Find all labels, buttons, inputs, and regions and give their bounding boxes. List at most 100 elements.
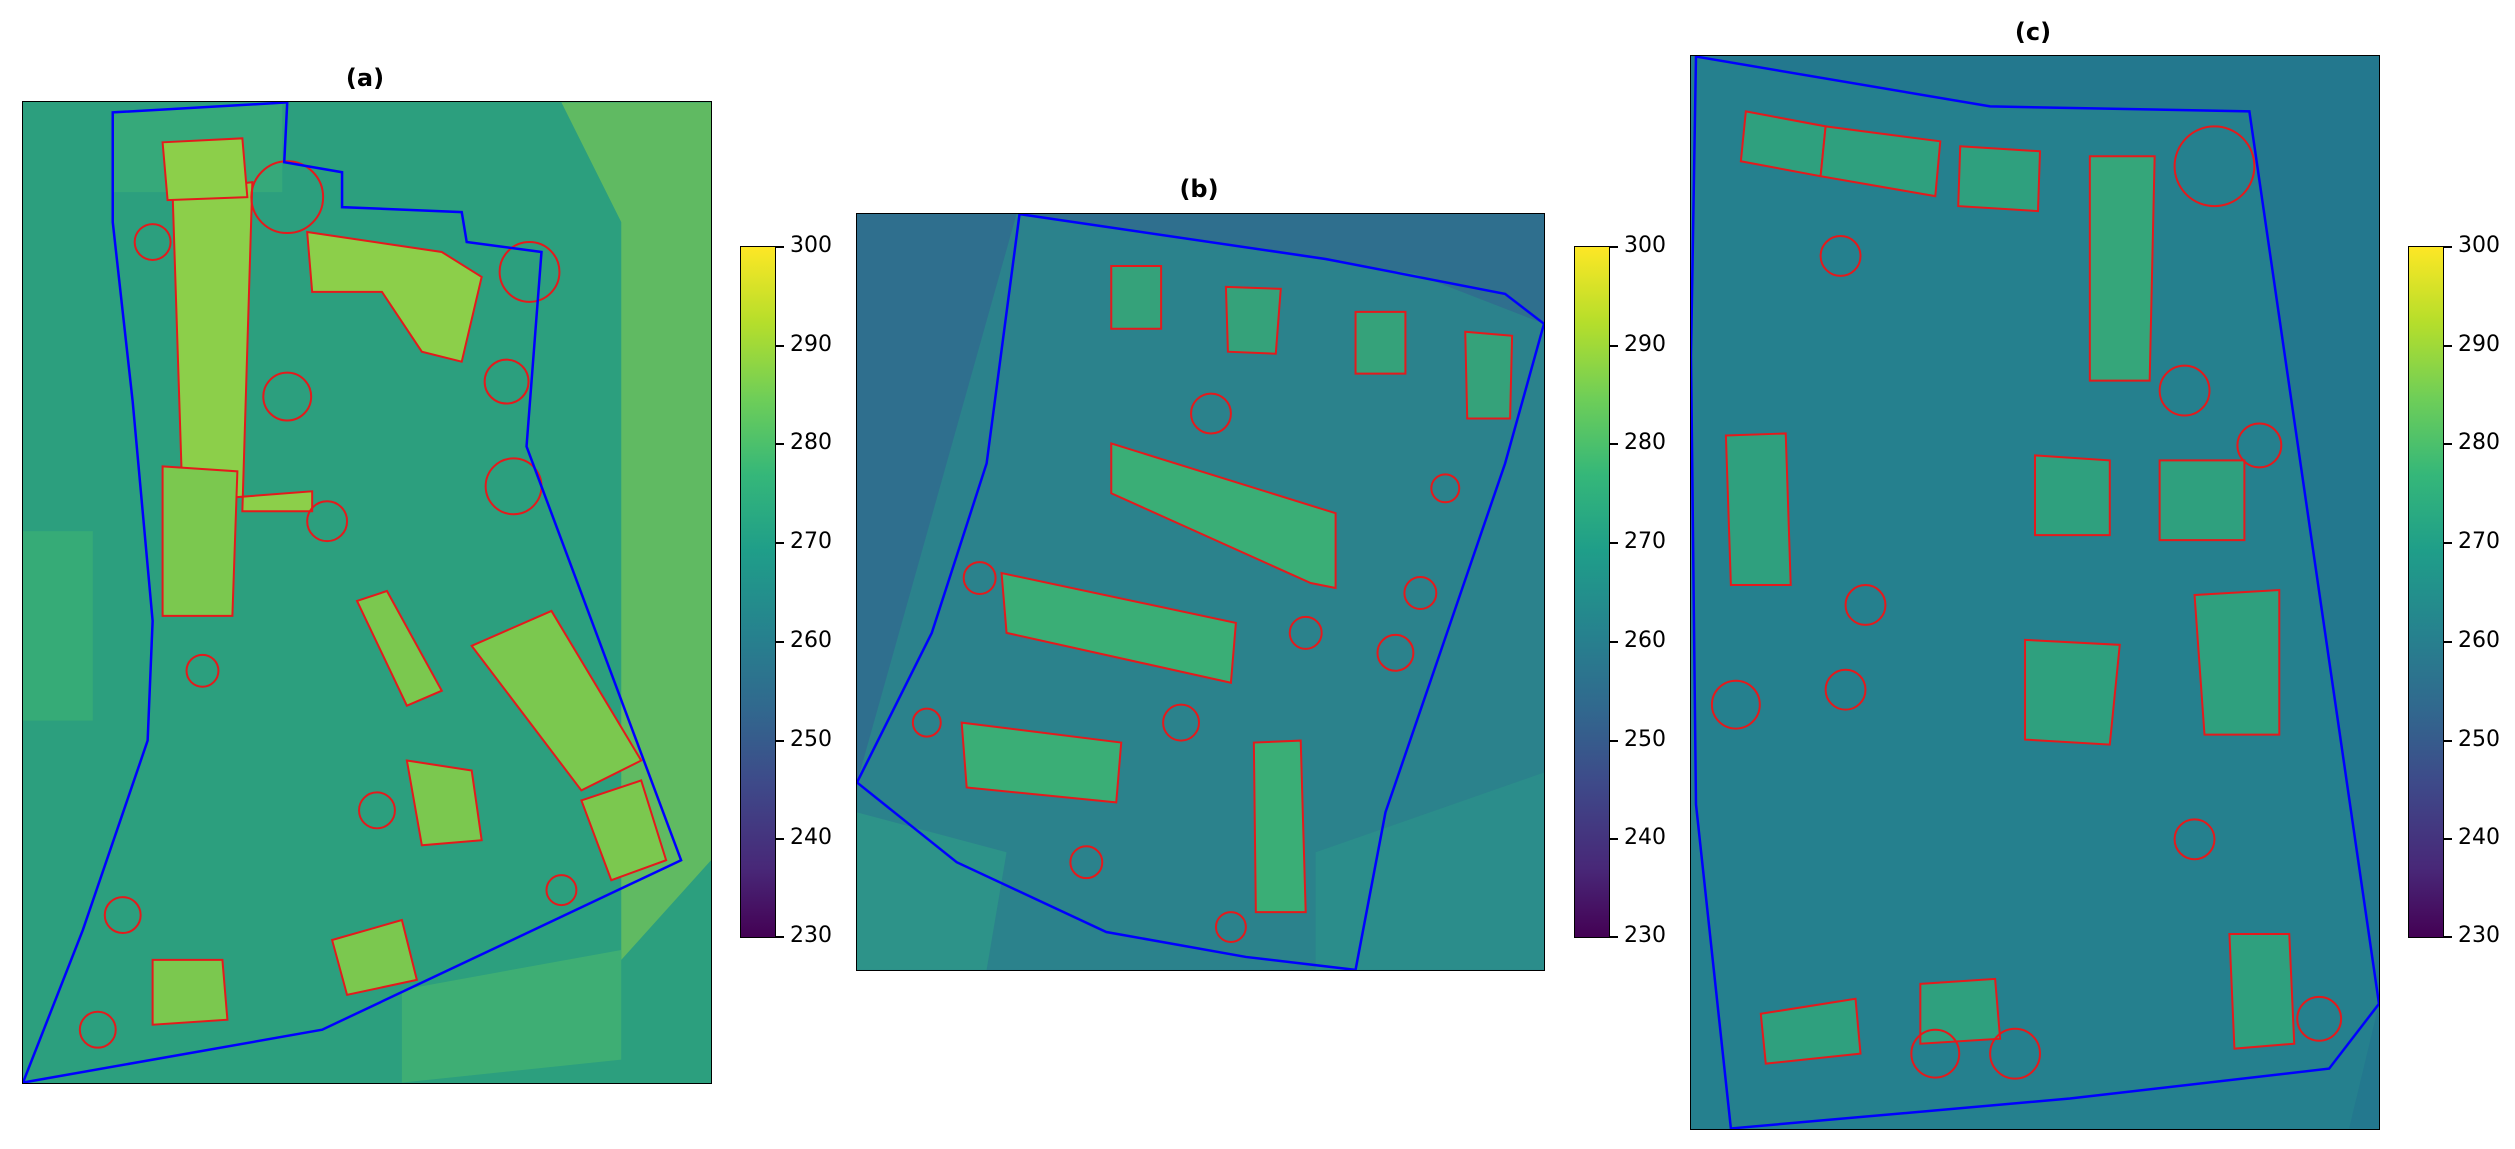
panel-a-tree-2 bbox=[498, 241, 561, 303]
panel-a-tick-label-280: 280 bbox=[790, 430, 832, 455]
panel-c-tick-label-280: 280 bbox=[2458, 430, 2500, 455]
panel-b-tick-label-250: 250 bbox=[1624, 727, 1666, 752]
panel-c-tick-label-230: 230 bbox=[2458, 923, 2500, 948]
panel-a-building-8 bbox=[580, 779, 668, 882]
panel-c-building-1 bbox=[2088, 155, 2156, 382]
panel-a-bright-field bbox=[561, 102, 711, 960]
panel-b-tree-7 bbox=[1069, 845, 1104, 880]
panel-a-building-bg-2 bbox=[401, 949, 622, 1083]
panel-b-tree-6 bbox=[1403, 576, 1438, 610]
panel-c-svg bbox=[1691, 56, 2379, 1129]
panel-b-tick-label-300: 300 bbox=[1624, 233, 1666, 258]
panel-b-building-3 bbox=[960, 721, 1123, 804]
panel-b-tick-label-230: 230 bbox=[1624, 923, 1666, 948]
panel-c-building-4 bbox=[1957, 145, 2042, 213]
panel-b-building-bg-1 bbox=[857, 812, 1007, 970]
panel-c-building-7 bbox=[2158, 459, 2246, 542]
panel-b-tick-270 bbox=[1610, 542, 1618, 544]
panel-b-tick-280 bbox=[1610, 443, 1618, 445]
panel-b-tree-10 bbox=[1288, 615, 1323, 650]
panel-a-building-5 bbox=[355, 589, 444, 707]
panel-c-tree-10 bbox=[1844, 584, 1887, 626]
panel-b-tick-290 bbox=[1610, 345, 1618, 347]
panel-a-tick-label-230: 230 bbox=[790, 923, 832, 948]
panel-c-tree-2 bbox=[2158, 364, 2211, 417]
panel-a-building-6 bbox=[470, 609, 643, 792]
panel-c-tree-11 bbox=[1819, 235, 1862, 277]
panel-b-building-2 bbox=[1000, 571, 1237, 684]
panel-b-tick-240 bbox=[1610, 838, 1618, 840]
panel-a-tick-250 bbox=[776, 740, 784, 742]
panel-c-interior bbox=[1691, 56, 2379, 1129]
panel-a-tree-8 bbox=[103, 896, 142, 935]
panel-c-building-8 bbox=[2193, 588, 2281, 736]
panel-c-tick-300 bbox=[2444, 246, 2452, 248]
panel-b-tick-label-260: 260 bbox=[1624, 628, 1666, 653]
panel-c-boundary bbox=[1691, 56, 2379, 1129]
panel-c-building-12 bbox=[2228, 933, 2296, 1050]
panel-b-tree-2 bbox=[962, 561, 997, 595]
panel-c-tick-label-290: 290 bbox=[2458, 332, 2500, 357]
panel-b-building-5 bbox=[1110, 264, 1163, 330]
panel-b-svg bbox=[857, 214, 1544, 970]
panel-a-tick-230 bbox=[776, 936, 784, 938]
panel-a-tick-label-290: 290 bbox=[790, 332, 832, 357]
panel-c-building-6 bbox=[2034, 454, 2111, 537]
panel-b-tick-label-240: 240 bbox=[1624, 825, 1666, 850]
panel-a-building-2 bbox=[161, 137, 249, 202]
panel-c-tree-8 bbox=[2296, 995, 2343, 1042]
panel-a-tree-9 bbox=[78, 1010, 117, 1049]
panel-b-tick-260 bbox=[1610, 641, 1618, 643]
panel-a-tree-6 bbox=[306, 500, 349, 543]
panel-a-tree-7 bbox=[483, 358, 530, 405]
panel-a-tree-11 bbox=[185, 653, 220, 688]
panel-a-tick-240 bbox=[776, 838, 784, 840]
panel-b-tick-label-270: 270 bbox=[1624, 529, 1666, 554]
panel-a-tick-300 bbox=[776, 246, 784, 248]
panel-b-tree-8 bbox=[1214, 911, 1247, 943]
panel-c-tick-label-270: 270 bbox=[2458, 529, 2500, 554]
panel-a-tick-label-270: 270 bbox=[790, 529, 832, 554]
panel-a-building-3 bbox=[306, 230, 483, 363]
panel-b-title: (b) bbox=[1179, 175, 1219, 203]
panel-b-tick-label-280: 280 bbox=[1624, 430, 1666, 455]
panel-b-tree-1 bbox=[1190, 392, 1232, 435]
panel-c-tree-6 bbox=[1910, 1028, 1961, 1079]
panel-a-tick-label-300: 300 bbox=[790, 233, 832, 258]
panel-b-building-6 bbox=[1224, 285, 1282, 355]
panel-b-tick-label-290: 290 bbox=[1624, 332, 1666, 357]
panel-b-tree-5 bbox=[1376, 633, 1415, 672]
panel-a-building-9 bbox=[151, 958, 229, 1026]
panel-b-tick-230 bbox=[1610, 936, 1618, 938]
panel-a-tick-label-250: 250 bbox=[790, 727, 832, 752]
panel-a-tick-label-260: 260 bbox=[790, 628, 832, 653]
panel-c-tick-label-240: 240 bbox=[2458, 825, 2500, 850]
panel-c-tick-280 bbox=[2444, 443, 2452, 445]
panel-c-tick-label-250: 250 bbox=[2458, 727, 2500, 752]
panel-a-boundary bbox=[23, 102, 683, 1083]
panel-c-tick-240 bbox=[2444, 838, 2452, 840]
panel-a-svg bbox=[23, 102, 711, 1083]
panel-c-tree-5 bbox=[1824, 668, 1867, 711]
panel-c-building-5 bbox=[1724, 432, 1792, 587]
panel-b-tree-9 bbox=[1430, 473, 1461, 504]
panel-a-building-4 bbox=[161, 465, 239, 617]
panel-a-tick-290 bbox=[776, 345, 784, 347]
panel-c-tick-290 bbox=[2444, 345, 2452, 347]
panel-a-title: (a) bbox=[345, 64, 385, 92]
panel-c-building-9 bbox=[2024, 638, 2121, 746]
panel-b-building-8 bbox=[1464, 330, 1514, 420]
panel-b-tick-300 bbox=[1610, 246, 1618, 248]
panel-a-building-7 bbox=[405, 759, 483, 847]
panel-c-tree-4 bbox=[1710, 679, 1761, 730]
panel-b-boundary bbox=[857, 214, 1544, 970]
panel-b-colorbar bbox=[1574, 246, 1610, 938]
panel-b-tick-250 bbox=[1610, 740, 1618, 742]
panel-a-building-10 bbox=[330, 918, 419, 997]
panel-a-tree-12 bbox=[358, 791, 396, 830]
panel-a-map bbox=[22, 101, 712, 1084]
panel-b-building-4 bbox=[1252, 739, 1307, 914]
panel-b-tree-3 bbox=[911, 707, 942, 738]
panel-a-tree-5 bbox=[262, 371, 313, 422]
panel-c-tree-7 bbox=[1989, 1027, 2041, 1080]
